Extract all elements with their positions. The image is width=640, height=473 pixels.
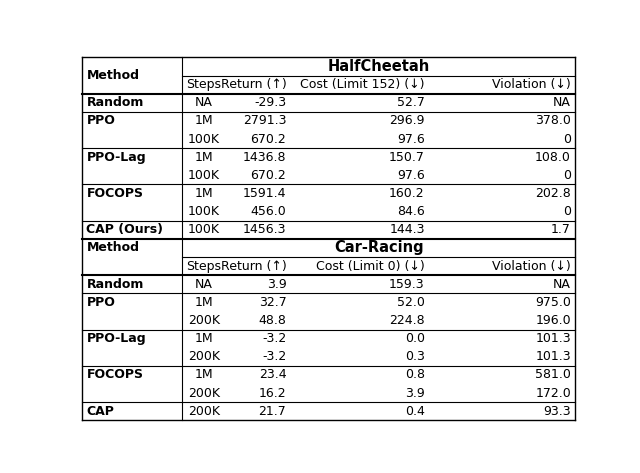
Text: 975.0: 975.0 xyxy=(535,296,571,309)
Text: 100K: 100K xyxy=(188,223,220,236)
Text: 84.6: 84.6 xyxy=(397,205,425,218)
Text: 97.6: 97.6 xyxy=(397,132,425,146)
Text: 0.8: 0.8 xyxy=(404,368,425,381)
Text: NA: NA xyxy=(553,278,571,291)
Text: 1456.3: 1456.3 xyxy=(243,223,286,236)
Text: -3.2: -3.2 xyxy=(262,332,286,345)
Text: 200K: 200K xyxy=(188,350,220,363)
Text: 378.0: 378.0 xyxy=(535,114,571,127)
Text: PPO-Lag: PPO-Lag xyxy=(86,332,146,345)
Text: CAP (Ours): CAP (Ours) xyxy=(86,223,163,236)
Text: NA: NA xyxy=(553,96,571,109)
Text: 23.4: 23.4 xyxy=(259,368,286,381)
Text: 100K: 100K xyxy=(188,169,220,182)
Text: 1M: 1M xyxy=(195,296,213,309)
Text: 1591.4: 1591.4 xyxy=(243,187,286,200)
Text: -29.3: -29.3 xyxy=(254,96,286,109)
Text: 32.7: 32.7 xyxy=(259,296,286,309)
Text: 1M: 1M xyxy=(195,332,213,345)
Text: PPO: PPO xyxy=(86,296,115,309)
Text: NA: NA xyxy=(195,278,212,291)
Text: 1M: 1M xyxy=(195,114,213,127)
Text: 48.8: 48.8 xyxy=(259,314,286,327)
Text: 670.2: 670.2 xyxy=(251,132,286,146)
Text: 1M: 1M xyxy=(195,151,213,164)
Text: 160.2: 160.2 xyxy=(389,187,425,200)
Text: 172.0: 172.0 xyxy=(535,386,571,400)
Text: Violation (↓): Violation (↓) xyxy=(492,260,571,272)
Text: -3.2: -3.2 xyxy=(262,350,286,363)
Text: 581.0: 581.0 xyxy=(535,368,571,381)
Text: 108.0: 108.0 xyxy=(535,151,571,164)
Text: Violation (↓): Violation (↓) xyxy=(492,78,571,91)
Text: 0.4: 0.4 xyxy=(405,405,425,418)
Text: 0: 0 xyxy=(563,169,571,182)
Text: NA: NA xyxy=(195,96,212,109)
Text: 150.7: 150.7 xyxy=(389,151,425,164)
Text: 200K: 200K xyxy=(188,405,220,418)
Text: PPO-Lag: PPO-Lag xyxy=(86,151,146,164)
Text: 296.9: 296.9 xyxy=(389,114,425,127)
Text: Return (↑): Return (↑) xyxy=(221,260,286,272)
Text: FOCOPS: FOCOPS xyxy=(86,368,143,381)
Text: 3.9: 3.9 xyxy=(267,278,286,291)
Text: 196.0: 196.0 xyxy=(536,314,571,327)
Text: 93.3: 93.3 xyxy=(543,405,571,418)
Text: Method: Method xyxy=(86,69,140,82)
Text: 224.8: 224.8 xyxy=(389,314,425,327)
Text: 200K: 200K xyxy=(188,386,220,400)
Text: 0.0: 0.0 xyxy=(404,332,425,345)
Text: Car-Racing: Car-Racing xyxy=(334,240,424,255)
Text: 16.2: 16.2 xyxy=(259,386,286,400)
Text: 0.3: 0.3 xyxy=(405,350,425,363)
Text: 1M: 1M xyxy=(195,187,213,200)
Text: 21.7: 21.7 xyxy=(259,405,286,418)
Text: 670.2: 670.2 xyxy=(251,169,286,182)
Text: 202.8: 202.8 xyxy=(535,187,571,200)
Text: Cost (Limit 152) (↓): Cost (Limit 152) (↓) xyxy=(300,78,425,91)
Text: 1436.8: 1436.8 xyxy=(243,151,286,164)
Text: 100K: 100K xyxy=(188,132,220,146)
Text: 200K: 200K xyxy=(188,314,220,327)
Text: 144.3: 144.3 xyxy=(389,223,425,236)
Text: Cost (Limit 0) (↓): Cost (Limit 0) (↓) xyxy=(316,260,425,272)
Text: 52.0: 52.0 xyxy=(397,296,425,309)
Text: Method: Method xyxy=(86,241,140,254)
Text: PPO: PPO xyxy=(86,114,115,127)
Text: 159.3: 159.3 xyxy=(389,278,425,291)
Text: 1M: 1M xyxy=(195,368,213,381)
Text: 456.0: 456.0 xyxy=(251,205,286,218)
Text: 100K: 100K xyxy=(188,205,220,218)
Text: 97.6: 97.6 xyxy=(397,169,425,182)
Text: 2791.3: 2791.3 xyxy=(243,114,286,127)
Text: Random: Random xyxy=(86,96,144,109)
Text: HalfCheetah: HalfCheetah xyxy=(328,59,430,74)
Text: FOCOPS: FOCOPS xyxy=(86,187,143,200)
Text: 3.9: 3.9 xyxy=(405,386,425,400)
Text: 101.3: 101.3 xyxy=(536,350,571,363)
Text: Return (↑): Return (↑) xyxy=(221,78,286,91)
Text: 52.7: 52.7 xyxy=(397,96,425,109)
Text: Random: Random xyxy=(86,278,144,291)
Text: 0: 0 xyxy=(563,205,571,218)
Text: 101.3: 101.3 xyxy=(536,332,571,345)
Text: Steps: Steps xyxy=(186,78,221,91)
Text: CAP: CAP xyxy=(86,405,115,418)
Text: 0: 0 xyxy=(563,132,571,146)
Text: 1.7: 1.7 xyxy=(551,223,571,236)
Text: Steps: Steps xyxy=(186,260,221,272)
